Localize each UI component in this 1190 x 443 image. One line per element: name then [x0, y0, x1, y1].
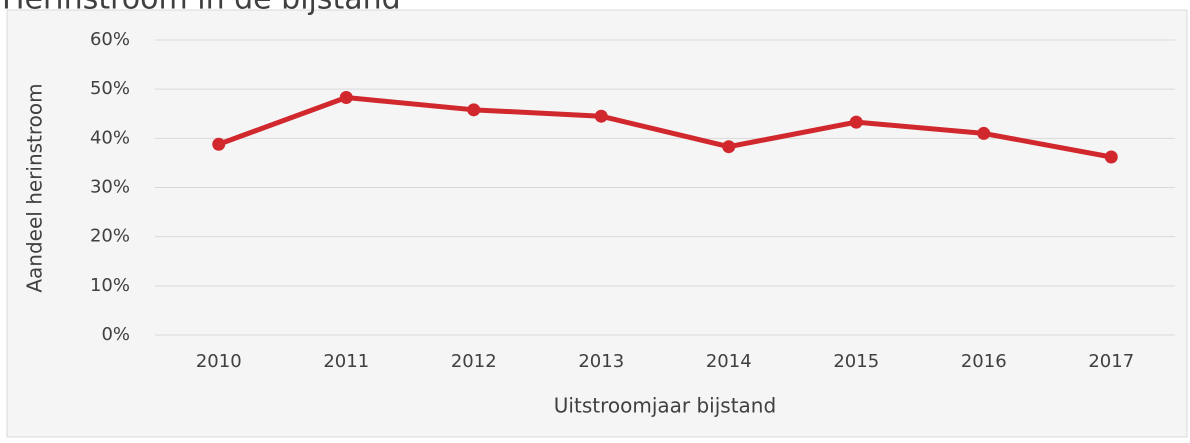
x-tick-label: 2010 — [196, 351, 242, 372]
x-tick-label: 2011 — [323, 351, 369, 372]
x-tick-label: 2013 — [578, 351, 624, 372]
marker — [594, 109, 608, 123]
x-tick-label: 2014 — [706, 351, 752, 372]
marker — [339, 91, 353, 105]
marker — [977, 126, 991, 140]
marker — [1104, 150, 1118, 164]
x-tick-label: 2017 — [1088, 351, 1134, 372]
marker — [849, 115, 863, 129]
y-axis-label: Aandeel herinstroom — [23, 83, 47, 292]
y-tick-label: 10% — [90, 275, 130, 296]
x-tick-label: 2012 — [451, 351, 497, 372]
y-tick-label: 30% — [90, 177, 130, 198]
y-tick-label: 50% — [90, 78, 130, 99]
marker — [722, 140, 736, 154]
x-tick-label: 2016 — [961, 351, 1007, 372]
chart-title: Herinstroom in de bijstand — [2, 0, 401, 17]
y-tick-label: 20% — [90, 226, 130, 247]
y-tick-label: 60% — [90, 29, 130, 50]
line — [217, 95, 1112, 160]
x-axis-label: Uitstroomjaar bijstand — [554, 394, 776, 418]
y-tick-label: 0% — [101, 324, 130, 345]
marker — [467, 103, 481, 117]
chart-frame — [6, 9, 1188, 438]
marker — [212, 137, 226, 151]
x-tick-label: 2015 — [833, 351, 879, 372]
y-tick-label: 40% — [90, 127, 130, 148]
